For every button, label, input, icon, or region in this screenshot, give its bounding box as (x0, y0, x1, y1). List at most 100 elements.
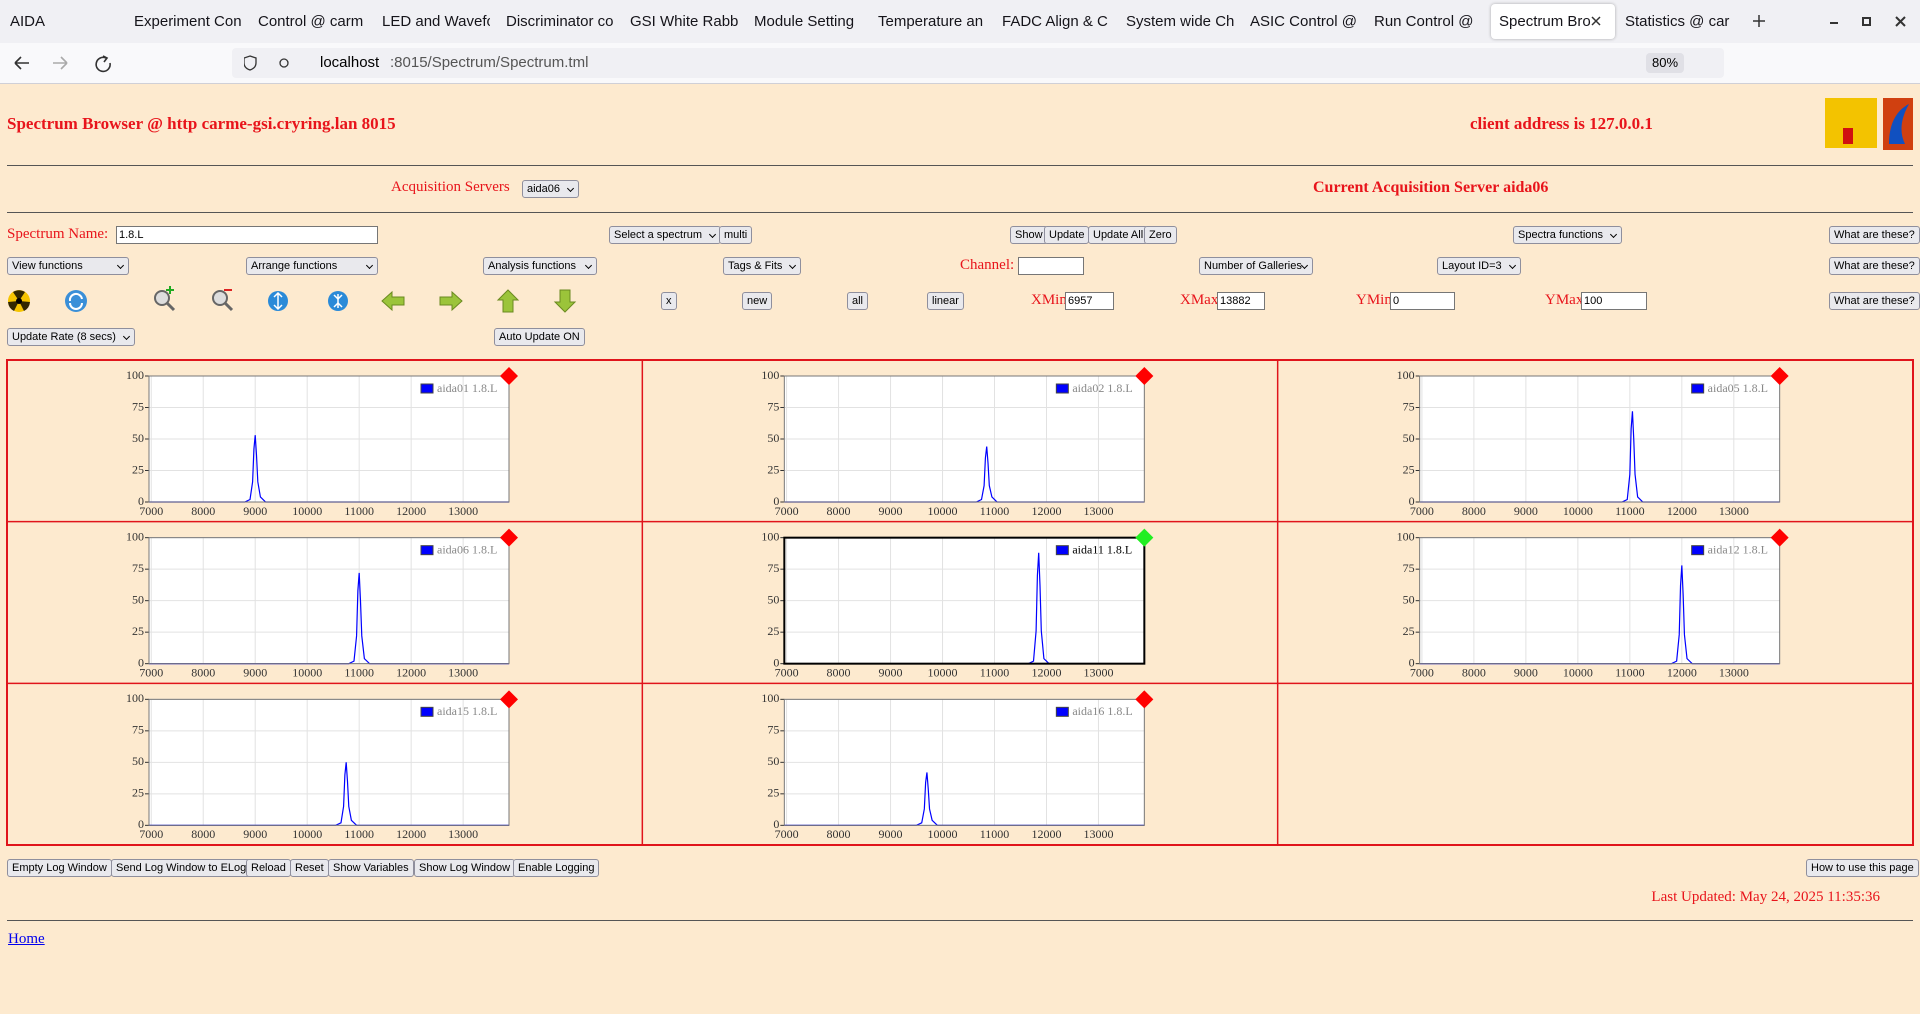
x-tick-label: 12000 (1031, 504, 1061, 518)
new-tab[interactable] (1752, 14, 1766, 28)
plot-border (148, 375, 510, 503)
tool-icons (8, 286, 577, 313)
spectrum-name-input[interactable]: 1.8.L (116, 226, 378, 244)
how-to-button[interactable]: How to use this page (1806, 859, 1919, 877)
active-tab[interactable]: Spectrum Bro (1491, 4, 1615, 39)
help-button[interactable]: What are these? (1829, 257, 1920, 275)
help-button[interactable]: What are these? (1829, 226, 1920, 244)
radiation-icon[interactable] (8, 290, 30, 312)
right-arrow[interactable] (439, 290, 463, 312)
y-tick-label: 75 (767, 723, 779, 737)
spectrum-chart: 7000 8000 9000 10000 11000 12000 13000 0 25 50 75 1… (1397, 528, 1789, 679)
x-tick-label: 13000 (1083, 827, 1113, 841)
new-button[interactable]: new (742, 292, 773, 310)
legend-swatch (420, 383, 434, 394)
legend-label: aida02 1.8.L (1072, 381, 1132, 395)
zero-button[interactable]: Zero (1144, 226, 1177, 244)
y-tick-label: 0 (138, 494, 144, 508)
spectra-functions-select[interactable]: Spectra functions (1513, 226, 1622, 244)
tab[interactable]: Control @ carm (258, 13, 364, 30)
show-button[interactable]: Show (1010, 226, 1048, 244)
spectrum-line (1419, 411, 1780, 503)
xmax-input[interactable]: 13882 (1217, 292, 1265, 310)
y-tick-label: 0 (1409, 494, 1415, 508)
update-rate-select[interactable]: Update Rate (8 secs) (7, 328, 135, 346)
multi-button[interactable]: multi (719, 226, 753, 244)
tab[interactable]: ASIC Control @ (1250, 13, 1357, 30)
ymin-label: YMin (1356, 292, 1392, 308)
footer-button[interactable]: Empty Log Window (7, 859, 112, 877)
y-expand-icon[interactable] (268, 291, 288, 311)
footer-button[interactable]: Send Log Window to ELog (111, 859, 252, 877)
tab[interactable]: GSI White Rabb (630, 13, 738, 30)
footer-button[interactable]: Show Log Window (414, 859, 516, 877)
tab[interactable]: LED and Wavefo (382, 13, 490, 30)
analysis-functions-select[interactable]: Analysis functions (483, 257, 597, 275)
y-tick-label: 75 (132, 723, 144, 737)
help-button[interactable]: What are these? (1829, 292, 1920, 310)
x-tick-label: 9000 (879, 665, 903, 679)
update-button[interactable]: Update (1044, 226, 1090, 244)
footer-button[interactable]: Reload (246, 859, 291, 877)
home-link[interactable]: Home (8, 931, 45, 947)
tags-fits-select[interactable]: Tags & Fits (723, 257, 802, 275)
all-button[interactable]: all (847, 292, 869, 310)
ymax-label: YMax (1545, 292, 1584, 308)
tab[interactable]: Statistics @ car (1625, 13, 1730, 30)
address-bar[interactable]: localhost :8015/Spectrum/Spectrum.tml 80… (232, 48, 1724, 78)
y-tick-label: 75 (132, 399, 144, 413)
status-marker (1135, 528, 1154, 547)
tab[interactable]: Run Control @ (1374, 13, 1474, 30)
legend-label: aida16 1.8.L (1072, 704, 1132, 718)
tab[interactable]: Discriminator co (506, 13, 614, 30)
x-button[interactable]: x (661, 292, 677, 310)
zoom-badge[interactable]: 80% (1646, 53, 1685, 73)
down-arrow[interactable] (553, 289, 577, 313)
select-spectrum[interactable]: Select a spectrum (609, 226, 722, 244)
tab[interactable]: Experiment Con (134, 13, 242, 30)
x-tick-label: 9000 (879, 504, 903, 518)
separator (7, 920, 1913, 921)
y-tick-label: 50 (132, 431, 144, 445)
tab[interactable]: Temperature an (878, 13, 984, 30)
layout-select[interactable]: Layout ID=3 (1437, 257, 1521, 275)
x-tick-label: 9000 (1514, 504, 1538, 518)
refresh-icon[interactable] (65, 290, 87, 312)
status-marker (1135, 367, 1154, 385)
xmin-input[interactable]: 6957 (1065, 292, 1114, 310)
x-tick-label: 9000 (1514, 665, 1538, 679)
zoom-out-icon[interactable] (212, 289, 234, 312)
acquisition-select[interactable]: aida06 (522, 180, 580, 198)
zoom-in-icon[interactable] (154, 286, 176, 312)
close-tab[interactable] (1590, 15, 1602, 27)
y-compress-icon[interactable] (328, 291, 348, 311)
spectrum-name-label: Spectrum Name: (7, 226, 109, 242)
up-arrow[interactable] (496, 289, 520, 313)
footer-button[interactable]: Enable Logging (513, 859, 600, 877)
tab[interactable]: AIDA (10, 13, 46, 30)
ymin-input[interactable]: 0 (1390, 292, 1455, 310)
tab[interactable]: System wide Ch (1126, 13, 1234, 30)
update-all-button[interactable]: Update All (1088, 226, 1149, 244)
spectrum-chart: 7000 8000 9000 10000 11000 12000 13000 0 25 50 75 1… (761, 690, 1154, 841)
footer-button[interactable]: Show Variables (328, 859, 414, 877)
linear-button[interactable]: linear (927, 292, 964, 310)
tab[interactable]: Module Setting (754, 13, 855, 30)
x-tick-label: 12000 (396, 504, 426, 518)
window-controls[interactable] (1828, 16, 1908, 28)
view-functions-select[interactable]: View functions (7, 257, 129, 275)
url-path: :8015/Spectrum/Spectrum.tml (390, 54, 589, 71)
tab[interactable]: FADC Align & C (1002, 13, 1108, 30)
auto-update-button[interactable]: Auto Update ON (494, 328, 585, 346)
arrange-functions-select[interactable]: Arrange functions (246, 257, 378, 275)
nav-buttons[interactable] (12, 53, 172, 73)
galleries-select[interactable]: Number of Galleries (1199, 257, 1313, 275)
footer-button[interactable]: Reset (290, 859, 329, 877)
x-tick-label: 8000 (191, 504, 215, 518)
channel-input[interactable] (1018, 257, 1084, 275)
x-tick-label: 7000 (775, 827, 799, 841)
left-arrow[interactable] (381, 290, 405, 312)
ymax-input[interactable]: 100 (1581, 292, 1647, 310)
x-tick-label: 8000 (191, 665, 215, 679)
x-tick-label: 8000 (827, 827, 851, 841)
